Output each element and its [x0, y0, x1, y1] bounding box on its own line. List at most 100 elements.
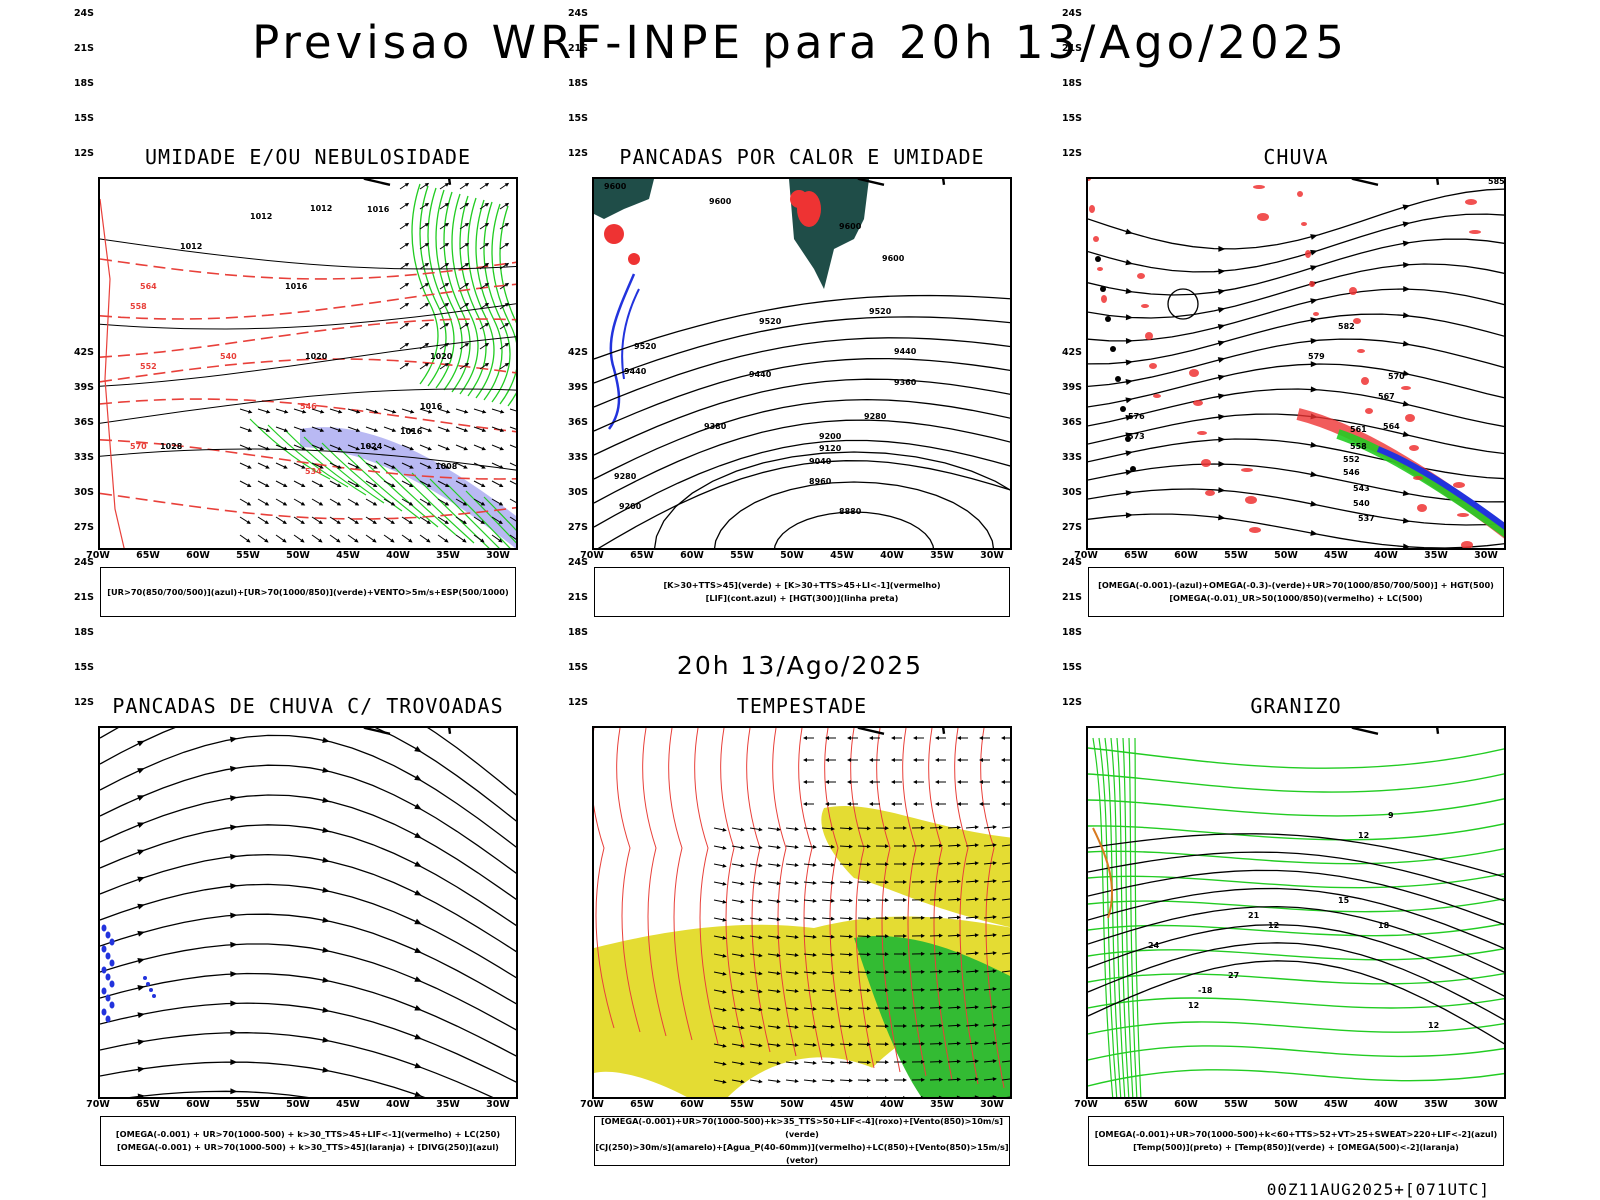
- lon-tick-label: 70W: [1074, 550, 1098, 561]
- lon-tick-label: 30W: [1474, 550, 1498, 561]
- panel-title: TEMPESTADE: [736, 694, 868, 718]
- lat-tick-label: 24S: [1061, 556, 1082, 568]
- contour-label: 9440: [894, 347, 917, 356]
- contour-label: 558: [130, 302, 147, 311]
- lon-tick-label: 50W: [286, 550, 310, 561]
- latitude-axis: 12S 15S 18S 21S 24S 27S 30S 33S 36S 39S 42S: [562, 347, 590, 1099]
- contour-label: 546: [300, 402, 317, 411]
- contour-label: 564: [140, 282, 157, 291]
- contour-label: 552: [140, 362, 157, 371]
- latitude-axis: 12S 15S 18S 21S 24S 27S 30S 33S 36S 39S 42S: [562, 8, 590, 550]
- contour-label: 24: [1148, 941, 1160, 950]
- panel-title: PANCADAS POR CALOR E UMIDADE: [619, 145, 985, 169]
- contour-label: 1012: [250, 212, 272, 221]
- lat-tick-label: 12S: [1061, 147, 1082, 159]
- contour-label: 570: [1388, 372, 1405, 381]
- lat-tick-label: 39S: [73, 381, 94, 393]
- contour-label: 9: [1388, 811, 1394, 820]
- lat-tick-label: 12S: [567, 696, 588, 708]
- contour-label: 1012: [180, 242, 202, 251]
- lat-tick-label: 12S: [567, 147, 588, 159]
- lat-tick-label: 30S: [1061, 486, 1082, 498]
- lon-tick-label: 60W: [186, 1099, 210, 1110]
- lon-tick-label: 40W: [880, 550, 904, 561]
- contour-label: 9280: [864, 412, 887, 421]
- lon-tick-label: 55W: [1224, 1099, 1248, 1110]
- contour-label: 1016: [420, 402, 443, 411]
- lon-tick-label: 55W: [730, 550, 754, 561]
- contour-label: 1016: [285, 282, 308, 291]
- lat-tick-label: 39S: [1061, 381, 1082, 393]
- map-canvas: 1012 1012 1016 1012 1016 1020 1020 1024 1028 1016…: [100, 179, 516, 548]
- contour-label: 570: [130, 442, 147, 451]
- lon-tick-label: 50W: [1274, 1099, 1298, 1110]
- lat-tick-label: 42S: [1061, 347, 1082, 358]
- map-canvas: [100, 728, 516, 1097]
- lat-tick-label: 33S: [73, 451, 94, 463]
- contour-label: 12: [1358, 831, 1369, 840]
- lat-tick-label: 21S: [73, 591, 94, 603]
- contour-label: 534: [305, 467, 322, 476]
- contour-label: 18: [1378, 921, 1390, 930]
- lon-tick-label: 65W: [1124, 550, 1148, 561]
- lat-tick-label: 15S: [567, 661, 588, 673]
- longitude-axis: 70W 65W 60W 55W 50W 45W 40W 35W 30W: [580, 1099, 1012, 1113]
- contour-label: 1016: [367, 205, 390, 214]
- lat-tick-label: 21S: [567, 42, 588, 54]
- lon-tick-label: 70W: [580, 550, 604, 561]
- lat-tick-label: 24S: [1061, 7, 1082, 19]
- lat-tick-label: 27S: [1061, 521, 1082, 533]
- panel-legend: [OMEGA(-0.001)+UR>70(1000-500)+k<60+TTS>…: [1088, 1116, 1504, 1166]
- latitude-axis: 12S 15S 18S 21S 24S 27S 30S 33S 36S 39S 42S: [1056, 8, 1084, 550]
- legend-line: [OMEGA(-0.001)+UR>70(1000-500)+k<60+TTS>…: [1094, 1129, 1498, 1139]
- map-canvas: 9600 9600 9600 9600 9520 9520 9520 9440 9440 9440…: [594, 179, 1010, 548]
- map-panel-3: 585 582 579 576 573 570 567 564 561 558 552 546 543 5…: [1086, 177, 1506, 550]
- contour-label: 573: [1128, 432, 1145, 441]
- contour-label: 9600: [604, 182, 627, 191]
- lat-tick-label: 12S: [73, 696, 94, 708]
- panel-title: CHUVA: [1263, 145, 1329, 169]
- lat-tick-label: 15S: [567, 112, 588, 124]
- lat-tick-label: 15S: [1061, 661, 1082, 673]
- lon-tick-label: 70W: [86, 550, 110, 561]
- lon-tick-label: 30W: [980, 550, 1004, 561]
- lon-tick-label: 55W: [236, 1099, 260, 1110]
- lat-tick-label: 15S: [1061, 112, 1082, 124]
- lat-tick-label: 36S: [73, 416, 94, 428]
- contour-label: 9520: [869, 307, 892, 316]
- contour-label: 27: [1228, 971, 1239, 980]
- lon-tick-label: 30W: [486, 1099, 510, 1110]
- panel-title: PANCADAS DE CHUVA C/ TROVOADAS: [112, 694, 504, 718]
- lat-tick-label: 27S: [567, 521, 588, 533]
- lon-tick-label: 60W: [1174, 550, 1198, 561]
- contour-label: 8880: [839, 507, 862, 516]
- legend-line: [K>30+TTS>45](verde) + [K>30+TTS>45+LI<-…: [663, 580, 941, 590]
- contour-label: 12: [1428, 1021, 1439, 1030]
- lat-tick-label: 36S: [1061, 416, 1082, 428]
- contour-label: 576: [1128, 412, 1145, 421]
- lat-tick-label: 42S: [567, 347, 588, 358]
- map-panel-4: [98, 726, 518, 1099]
- lon-tick-label: 70W: [86, 1099, 110, 1110]
- lat-tick-label: 24S: [567, 7, 588, 19]
- legend-line: [LIF](cont.azul) + [HGT(300)](linha pret…: [705, 593, 899, 603]
- legend-line: [Temp(500)](preto) + [Temp(850)](verde) …: [1133, 1142, 1459, 1152]
- lon-tick-label: 65W: [136, 550, 160, 561]
- contour-label: 552: [1343, 455, 1360, 464]
- lat-tick-label: 36S: [567, 416, 588, 428]
- contour-label: 546: [1343, 468, 1360, 477]
- lon-tick-label: 30W: [1474, 1099, 1498, 1110]
- contour-label: 558: [1350, 442, 1367, 451]
- contour-label: 9520: [759, 317, 782, 326]
- legend-line: [OMEGA(-0.001) + UR>70(1000-500) + k>30_…: [117, 1142, 499, 1152]
- lon-tick-label: 35W: [930, 1099, 954, 1110]
- lon-tick-label: 60W: [680, 550, 704, 561]
- legend-line: [OMEGA(-0.01)_UR>50(1000/850)(vermelho) …: [1169, 593, 1423, 603]
- latitude-axis: 12S 15S 18S 21S 24S 27S 30S 33S 36S 39S 42S: [68, 347, 96, 1099]
- contour-label: 12: [1188, 1001, 1199, 1010]
- lat-tick-label: 33S: [567, 451, 588, 463]
- lat-tick-label: 18S: [567, 626, 588, 638]
- contour-label: 1020: [305, 352, 328, 361]
- contour-label: 1008: [435, 462, 458, 471]
- contour-label: 9520: [634, 342, 657, 351]
